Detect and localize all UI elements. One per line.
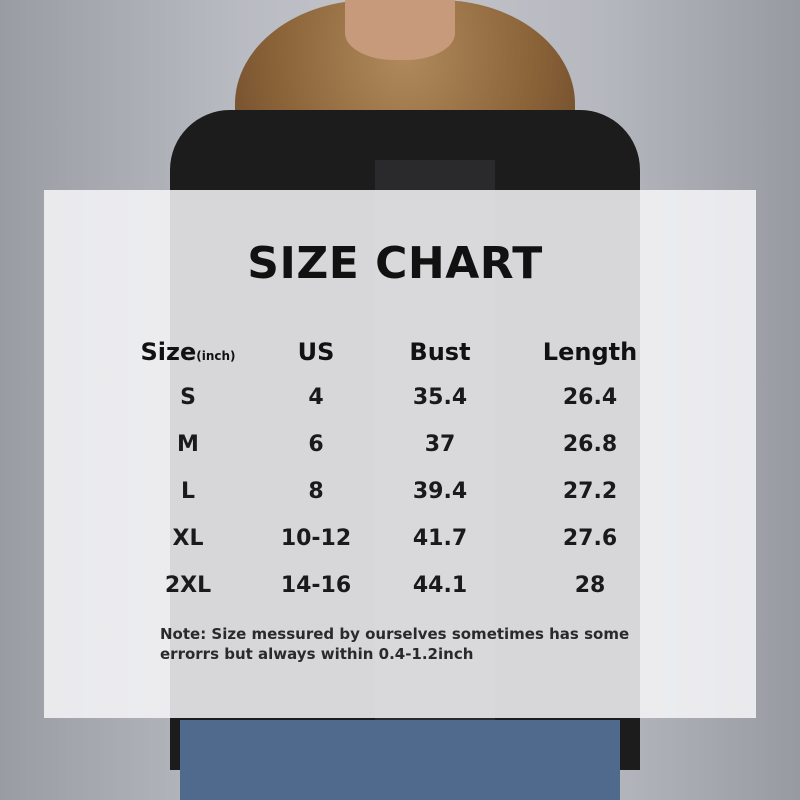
cell-bust: 37 — [424, 432, 456, 457]
cell-size: XL — [172, 526, 204, 551]
cell-size: L — [180, 479, 196, 504]
header-size: Size(inch) — [108, 338, 268, 366]
cell-us: 10-12 — [280, 526, 352, 551]
cell-bust: 44.1 — [412, 573, 468, 598]
header-size-label: Size — [140, 338, 197, 366]
cell-bust: 39.4 — [412, 479, 468, 504]
header-bust: Bust — [409, 338, 471, 366]
cell-length: 28 — [574, 573, 606, 598]
cell-us: 4 — [308, 385, 324, 410]
cell-size: M — [177, 432, 199, 457]
note-line-1: Note: Size messured by ourselves sometim… — [160, 625, 630, 643]
cell-size: 2XL — [164, 573, 212, 598]
cell-us: 8 — [308, 479, 324, 504]
cell-us: 14-16 — [280, 573, 352, 598]
size-chart-panel — [44, 190, 756, 718]
cell-size: S — [180, 385, 196, 410]
cell-bust: 41.7 — [412, 526, 468, 551]
note-line-2: errorrs but always within 0.4-1.2inch — [160, 645, 474, 663]
measurement-note: Note: Size messured by ourselves sometim… — [160, 624, 700, 664]
cell-length: 26.8 — [562, 432, 618, 457]
jeans — [180, 720, 620, 800]
cell-length: 27.6 — [562, 526, 618, 551]
header-length: Length — [542, 338, 638, 366]
size-chart-title: SIZE CHART — [247, 238, 543, 289]
header-us: US — [297, 338, 335, 366]
cell-us: 6 — [308, 432, 324, 457]
cell-bust: 35.4 — [412, 385, 468, 410]
model-face — [345, 0, 455, 60]
cell-length: 26.4 — [562, 385, 618, 410]
header-size-unit: (inch) — [196, 349, 236, 363]
cell-length: 27.2 — [562, 479, 618, 504]
